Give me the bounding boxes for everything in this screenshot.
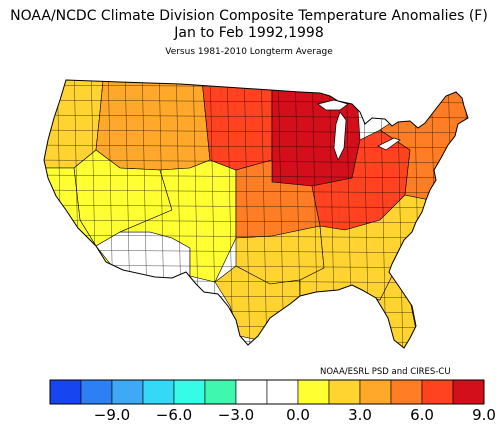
division-line bbox=[44, 189, 468, 194]
legend-swatches bbox=[49, 379, 485, 405]
legend-swatch bbox=[142, 379, 175, 405]
legend-swatch bbox=[111, 379, 144, 405]
legend-swatch bbox=[173, 379, 206, 405]
division-line bbox=[44, 234, 468, 239]
division-line bbox=[243, 80, 251, 348]
division-line bbox=[44, 159, 468, 164]
legend-tick-label: −6.0 bbox=[155, 406, 193, 424]
division-line bbox=[44, 174, 468, 179]
legend-swatch bbox=[390, 379, 423, 405]
division-line bbox=[44, 144, 468, 149]
data-credit: NOAA/ESRL PSD and CIRES-CU bbox=[320, 367, 451, 377]
map-title: NOAA/NCDC Climate Division Composite Tem… bbox=[10, 8, 488, 24]
legend-tick-label: −9.0 bbox=[93, 406, 131, 424]
legend-border bbox=[49, 379, 485, 405]
division-line bbox=[44, 219, 468, 224]
baseline-note: Versus 1981-2010 Longterm Average bbox=[165, 47, 333, 57]
legend-swatch bbox=[266, 379, 299, 405]
great-lakes-michigan bbox=[333, 111, 347, 161]
legend-swatch bbox=[49, 379, 82, 405]
legend-swatch bbox=[235, 379, 268, 405]
division-line bbox=[260, 80, 268, 348]
great-lakes-superior bbox=[317, 99, 349, 111]
great-lakes-erie bbox=[377, 137, 401, 151]
division-line bbox=[44, 204, 468, 209]
legend-swatch bbox=[328, 379, 361, 405]
legend-tick-label: 0.0 bbox=[286, 406, 310, 424]
legend-tick-label: 6.0 bbox=[410, 406, 434, 424]
legend-tick-label: 9.0 bbox=[472, 406, 496, 424]
division-line bbox=[226, 80, 234, 348]
legend-swatch bbox=[204, 379, 237, 405]
legend-swatch bbox=[359, 379, 392, 405]
legend-swatch bbox=[80, 379, 113, 405]
legend-swatch bbox=[452, 379, 485, 405]
legend-tick-label: 3.0 bbox=[348, 406, 372, 424]
legend-swatch bbox=[297, 379, 330, 405]
division-line bbox=[44, 129, 468, 134]
map-subtitle: Jan to Feb 1992,1998 bbox=[174, 25, 324, 41]
legend-tick-label: −3.0 bbox=[217, 406, 255, 424]
legend-swatch bbox=[421, 379, 454, 405]
